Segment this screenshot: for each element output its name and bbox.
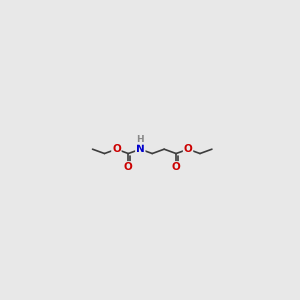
Text: O: O — [184, 144, 192, 154]
Text: O: O — [124, 162, 133, 172]
Text: O: O — [112, 144, 121, 154]
Text: O: O — [172, 162, 181, 172]
Text: H: H — [136, 135, 144, 144]
Text: N: N — [136, 144, 145, 154]
